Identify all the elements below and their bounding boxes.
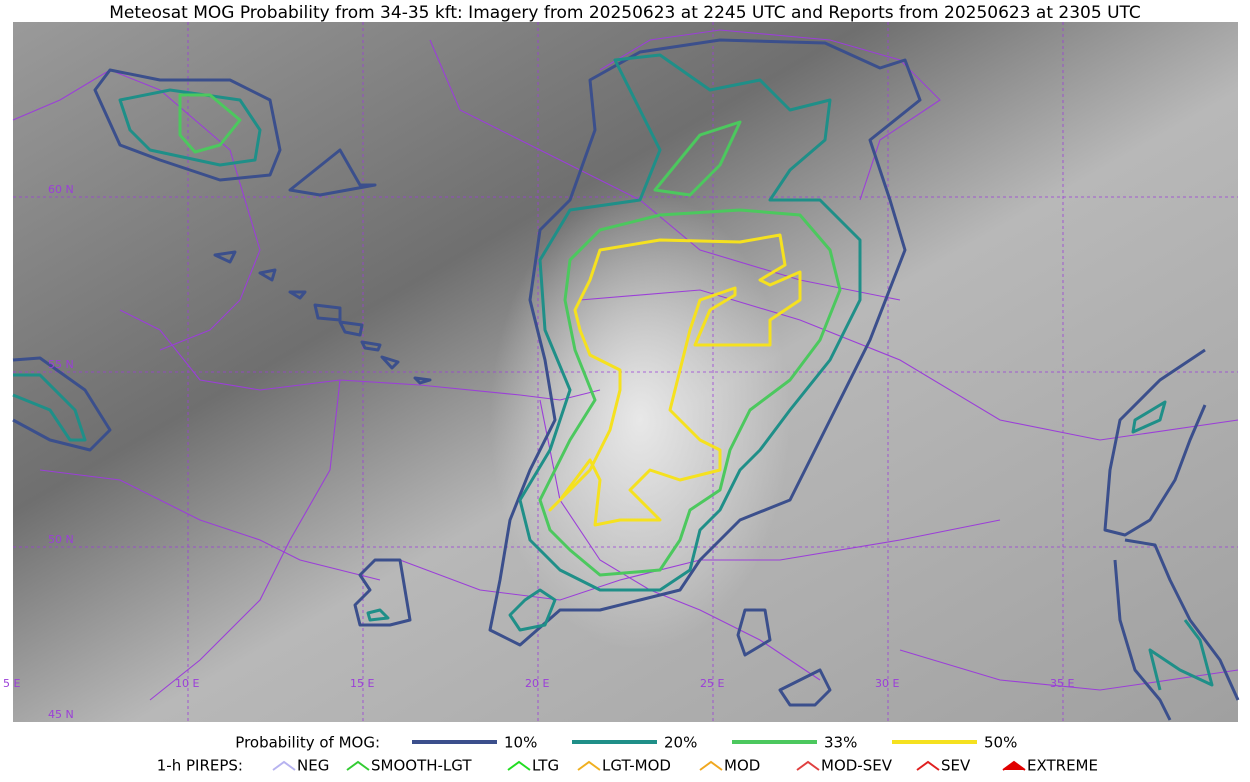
lat-label: 55 N [48, 358, 74, 371]
legend-label: 33% [824, 734, 857, 752]
contour-10 [778, 668, 832, 707]
legend-label: 10% [504, 734, 537, 752]
contour-20 [118, 88, 262, 167]
pirep-icon [272, 760, 296, 771]
graticule [13, 22, 1238, 722]
legend-label: 50% [984, 734, 1017, 752]
contour-10 [288, 148, 377, 197]
pirep-icon [577, 760, 601, 771]
pirep-icon [916, 760, 940, 771]
legend-title: 1-h PIREPS: [157, 757, 243, 775]
lon-label: 5 E [3, 677, 20, 690]
lon-label: 10 E [175, 677, 199, 690]
pirep-icon [699, 760, 723, 771]
lon-label: 35 E [1050, 677, 1074, 690]
legend-label: SMOOTH-LGT [371, 757, 472, 775]
contour-10 [1113, 538, 1240, 721]
contour-20 [518, 53, 862, 592]
contour-33 [538, 208, 842, 577]
legend-label: LGT-MOD [602, 757, 671, 775]
map [12, 22, 1240, 722]
legend-label: MOD [724, 757, 760, 775]
legend-label: MOD-SEV [821, 757, 893, 775]
legend-label: SEV [941, 757, 971, 775]
legend-label: EXTREME [1027, 757, 1098, 775]
lat-label: 45 N [48, 708, 74, 721]
lon-label: 30 E [875, 677, 899, 690]
contour-10 [213, 250, 432, 385]
contour-33 [653, 120, 742, 197]
contour-20 [508, 588, 557, 632]
legend-label: NEG [297, 757, 329, 775]
contour-50 [548, 233, 802, 527]
pirep-icon [1002, 760, 1026, 771]
lon-label: 15 E [350, 677, 374, 690]
pirep-icon [346, 760, 370, 771]
contour-10 [736, 608, 772, 657]
contour-10 [12, 356, 112, 452]
legend-label: LTG [532, 757, 559, 775]
contour-20 [12, 373, 87, 442]
contour-20 [366, 608, 390, 622]
contour-20 [1148, 619, 1214, 691]
contour-20 [1131, 400, 1167, 434]
pirep-icon [796, 760, 820, 771]
contour-10 [353, 558, 412, 627]
lat-label: 60 N [48, 183, 74, 196]
contour-10 [488, 38, 922, 647]
contours [12, 38, 1240, 721]
title: Meteosat MOG Probability from 34-35 kft:… [109, 3, 1141, 23]
contour-10 [93, 68, 282, 182]
lon-label: 25 E [700, 677, 724, 690]
legend-title: Probability of MOG: [235, 734, 380, 752]
contour-33 [178, 93, 242, 154]
lat-label: 50 N [48, 533, 74, 546]
lon-label: 20 E [525, 677, 549, 690]
contour-10 [1103, 348, 1207, 537]
pirep-icon [507, 760, 531, 771]
legend-label: 20% [664, 734, 697, 752]
